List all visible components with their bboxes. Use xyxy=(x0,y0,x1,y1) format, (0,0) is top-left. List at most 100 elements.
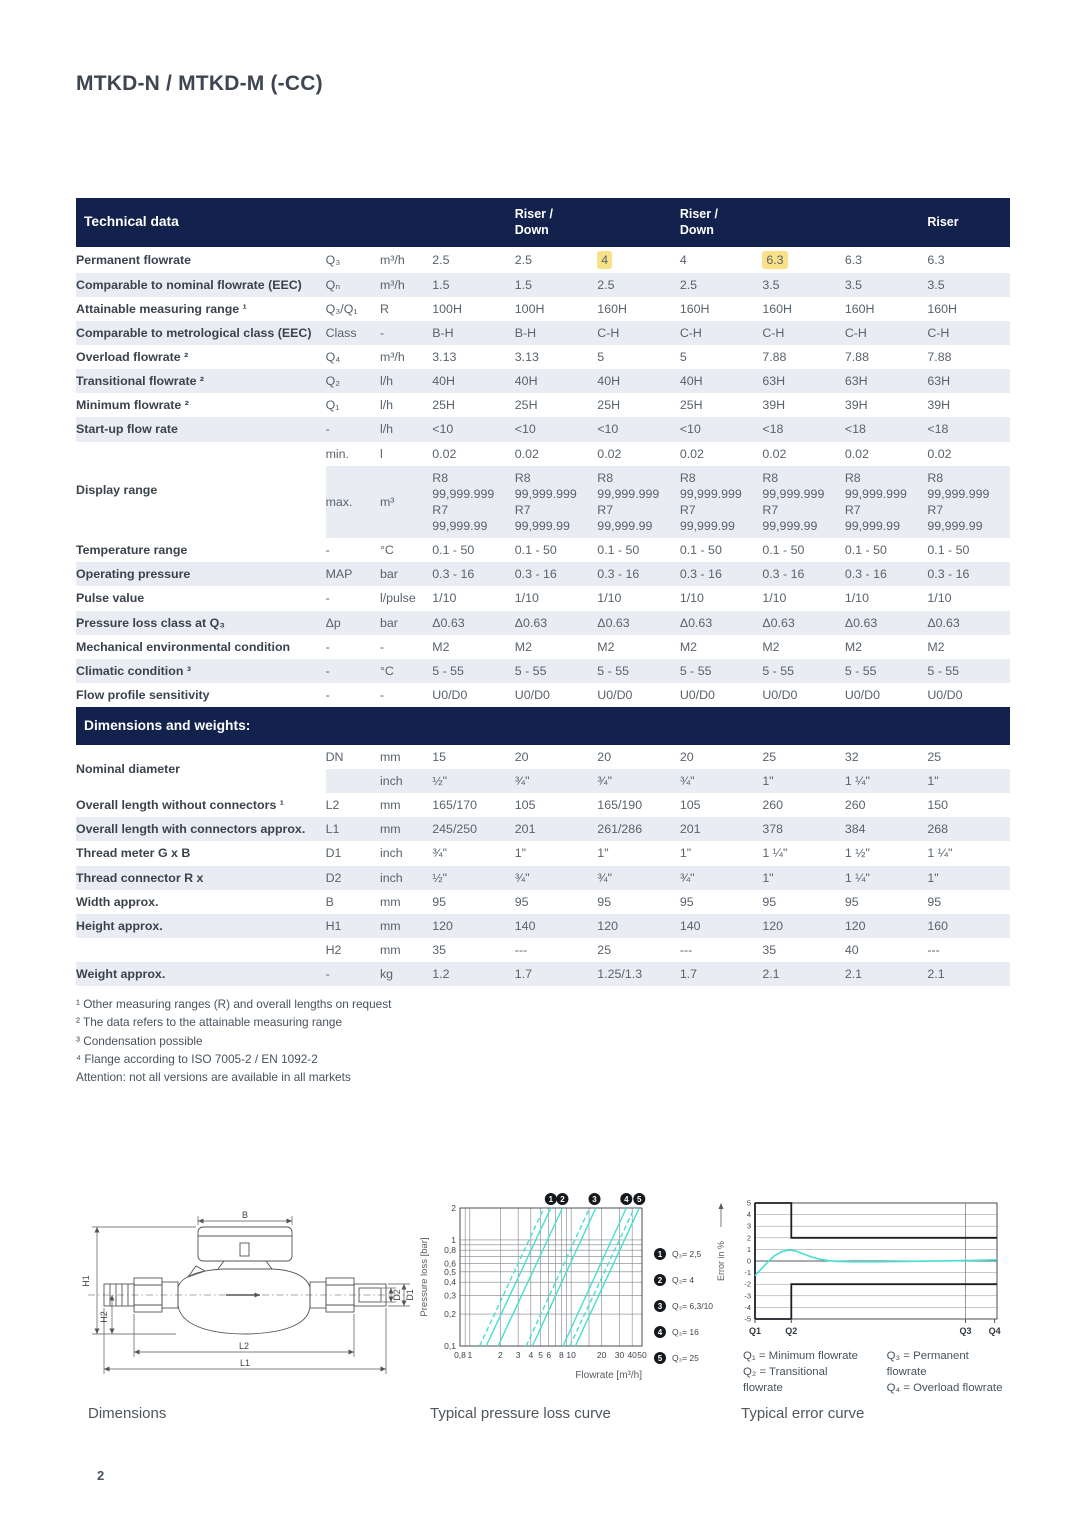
value-text: ½" xyxy=(432,870,447,885)
y-tick-label: -1 xyxy=(744,1268,751,1277)
y-tick-label: 3 xyxy=(747,1222,751,1231)
row-label: Thread meter G x B xyxy=(76,846,191,861)
row-value: M2 xyxy=(680,635,763,659)
value-text: C-H xyxy=(844,325,867,340)
header-col-1 xyxy=(432,198,515,247)
x-tick-label: 4 xyxy=(528,1350,533,1360)
row-value: 95 xyxy=(597,890,680,914)
value-text: ¾" xyxy=(432,846,447,861)
value-text: 95 xyxy=(514,894,529,909)
legend-number-text: 5 xyxy=(658,1354,663,1363)
row-symbol: H2 xyxy=(325,942,342,957)
value-text: 1 ¼" xyxy=(762,846,788,861)
row-symbol: D1 xyxy=(325,846,342,861)
legend-number-text: 4 xyxy=(658,1328,663,1337)
value-text: 4 xyxy=(679,252,687,267)
header-col-7: Riser xyxy=(927,198,1010,247)
value-text: 7.88 xyxy=(844,350,869,364)
curve-number-text: 5 xyxy=(637,1195,642,1204)
value-text: C-H xyxy=(597,325,620,340)
row-value: 0.1 - 50 xyxy=(515,538,598,562)
row-value: 0.1 - 50 xyxy=(680,538,763,562)
value-text: Δ0.63 xyxy=(679,615,713,630)
value-text: 160 xyxy=(927,918,949,933)
row-unit: l/h xyxy=(379,398,394,413)
footnote-line: ¹ Other measuring ranges (R) and overall… xyxy=(76,997,392,1012)
table-row: Thread connector R x D2 inch ½" ¾" ¾" ¾" 1" 1 ¼"… xyxy=(76,865,1010,890)
value-text: 2.1 xyxy=(762,967,780,982)
legend-number-marker xyxy=(654,1248,666,1260)
row-unit: m³/h xyxy=(379,252,405,267)
y-axis-title: Pressure loss [bar] xyxy=(419,1237,430,1316)
row-value: B-H xyxy=(432,320,515,345)
row-value: 261/286 xyxy=(597,817,680,842)
row-value: 35 xyxy=(762,938,845,962)
row-unit: °C xyxy=(379,543,394,558)
value-text: 268 xyxy=(927,822,949,837)
row-value: 0.02 xyxy=(927,442,1010,466)
value-text: U0/D0 xyxy=(679,687,715,702)
value-text: 40H xyxy=(432,374,455,389)
value-text: ¾" xyxy=(514,870,530,885)
value-text: 25 xyxy=(762,749,777,764)
value-text: 105 xyxy=(679,798,701,813)
value-text: 1.2 xyxy=(432,967,450,982)
row-value: 1 ¼" xyxy=(844,769,928,794)
value-text: M2 xyxy=(514,639,532,654)
pressure-loss-chart: 210,80,60,50,40,30,20,10,8 1 2 3 4 5 6 8 10 20 30 4… xyxy=(419,1193,713,1381)
x-tick-label: 8 xyxy=(559,1350,564,1360)
row-symbol: B xyxy=(325,894,334,909)
row-value: 1/10 xyxy=(597,586,680,610)
value-text: 1.25/1.3 xyxy=(597,967,643,982)
row-unit: kg xyxy=(379,962,433,987)
value-text: 63H xyxy=(844,374,868,389)
row-unit: l xyxy=(379,446,383,461)
value-text: 1" xyxy=(514,846,527,861)
row-value: M2 xyxy=(845,635,928,659)
value-text: 0.02 xyxy=(514,446,539,461)
row-value: 40 xyxy=(845,938,928,962)
value-text: 1/10 xyxy=(679,591,704,606)
y-axis-arrow-head xyxy=(718,1203,724,1210)
row-value: 0.02 xyxy=(597,442,680,466)
meter-outline xyxy=(88,1226,408,1335)
value-text: 261/286 xyxy=(597,822,643,837)
row-value: C-H xyxy=(844,320,928,345)
value-text: ¾" xyxy=(597,774,613,789)
value-text: 25 xyxy=(597,942,612,957)
value-text: 35 xyxy=(432,942,447,957)
row-unit: inch xyxy=(379,769,433,794)
row-value: 25 xyxy=(927,745,1010,769)
row-value: M2 xyxy=(762,635,845,659)
row-value: 160H xyxy=(597,297,680,321)
value-text: ¾" xyxy=(679,774,695,789)
value-text: 1.5 xyxy=(432,277,450,292)
row-symbol: Q₁ xyxy=(325,398,340,413)
row-value: R8 99,999.999 R7 99,999.99 xyxy=(679,465,763,539)
x-tick-label: 6 xyxy=(546,1350,551,1360)
value-text: 5 - 55 xyxy=(514,663,547,678)
value-text: R8 99,999.999 R7 99,999.99 xyxy=(927,470,990,533)
value-text: 260 xyxy=(762,798,784,813)
legend-column: Q₃ = Permanent flowrate Q₄ = Overload flo… xyxy=(887,1349,1010,1397)
value-text: 201 xyxy=(514,822,536,837)
header-col-4: Riser / Down xyxy=(679,198,763,247)
value-text: 3.13 xyxy=(432,350,457,364)
value-text: U0/D0 xyxy=(597,687,633,702)
x-tick-label: Q3 xyxy=(960,1326,972,1336)
row-value: 140 xyxy=(679,913,763,938)
row-label: Overload flowrate ² xyxy=(76,350,189,364)
row-value: 105 xyxy=(515,793,598,817)
row-symbol: L1 xyxy=(325,817,380,842)
table-row: Minimum flowrate ² Q₁ l/h 25H 25H 25H 25H 39H 39… xyxy=(76,393,1010,417)
value-text: C-H xyxy=(679,325,702,340)
row-value: 40H xyxy=(597,369,680,394)
value-text: 1" xyxy=(762,870,774,885)
value-text: Δ0.63 xyxy=(927,615,960,630)
row-symbol: Q₂ xyxy=(325,369,380,394)
row-value: 3.5 xyxy=(927,272,1010,297)
value-text: 150 xyxy=(927,798,949,813)
curve-number-marker xyxy=(633,1193,646,1205)
table-row: Permanent flowrate Q₃ m³/h 2.5 2.5 4 4 6.3 6.3 6.… xyxy=(76,247,1010,273)
figure-error-curve: 5 4 3 2 1 0 -1 -2 -3 -4 -5 Q1 Q2 Q3 Q4 Error in % Q₁ = … xyxy=(715,1190,1010,1422)
